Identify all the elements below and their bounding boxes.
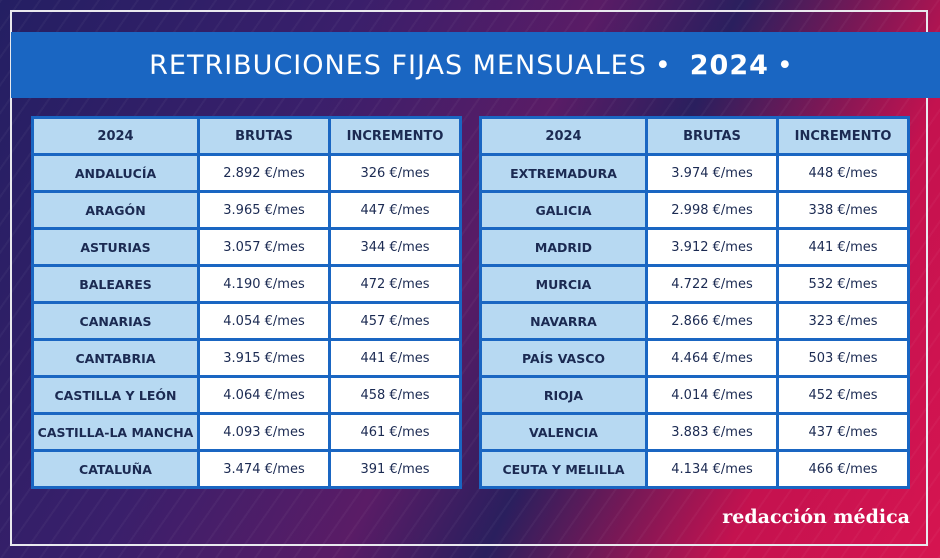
title-separator-right: •: [776, 49, 794, 81]
title-year: 2024: [689, 49, 769, 81]
incremento-cell: 391 €/mes: [331, 452, 459, 486]
brutas-cell: 3.474 €/mes: [200, 452, 328, 486]
brutas-cell: 4.093 €/mes: [200, 415, 328, 449]
brutas-cell: 4.054 €/mes: [200, 304, 328, 338]
brutas-cell: 4.134 €/mes: [648, 452, 776, 486]
incremento-cell: 338 €/mes: [779, 193, 907, 227]
region-cell: ASTURIAS: [34, 230, 197, 264]
title-banner: RETRIBUCIONES FIJAS MENSUALES • 2024 •: [11, 32, 940, 98]
brutas-cell: 2.866 €/mes: [648, 304, 776, 338]
region-cell: GALICIA: [482, 193, 645, 227]
brutas-cell: 2.892 €/mes: [200, 156, 328, 190]
column-header: BRUTAS: [200, 119, 328, 153]
region-cell: ANDALUCÍA: [34, 156, 197, 190]
incremento-cell: 441 €/mes: [331, 341, 459, 375]
region-cell: EXTREMADURA: [482, 156, 645, 190]
brutas-cell: 3.915 €/mes: [200, 341, 328, 375]
incremento-cell: 452 €/mes: [779, 378, 907, 412]
brutas-cell: 3.974 €/mes: [648, 156, 776, 190]
incremento-cell: 466 €/mes: [779, 452, 907, 486]
region-cell: ARAGÓN: [34, 193, 197, 227]
incremento-cell: 532 €/mes: [779, 267, 907, 301]
brutas-cell: 3.912 €/mes: [648, 230, 776, 264]
region-cell: CASTILLA Y LEÓN: [34, 378, 197, 412]
region-cell: PAÍS VASCO: [482, 341, 645, 375]
brutas-cell: 4.014 €/mes: [648, 378, 776, 412]
incremento-cell: 326 €/mes: [331, 156, 459, 190]
incremento-cell: 441 €/mes: [779, 230, 907, 264]
salary-table-left: 2024 BRUTAS INCREMENTO ANDALUCÍA 2.892 €/mes…: [31, 116, 462, 489]
incremento-cell: 323 €/mes: [779, 304, 907, 338]
brutas-cell: 4.190 €/mes: [200, 267, 328, 301]
title-separator-left: •: [654, 49, 672, 81]
region-cell: MURCIA: [482, 267, 645, 301]
column-header: 2024: [482, 119, 645, 153]
brutas-cell: 4.722 €/mes: [648, 267, 776, 301]
incremento-cell: 437 €/mes: [779, 415, 907, 449]
brutas-cell: 2.998 €/mes: [648, 193, 776, 227]
column-header: BRUTAS: [648, 119, 776, 153]
incremento-cell: 344 €/mes: [331, 230, 459, 264]
incremento-cell: 447 €/mes: [331, 193, 459, 227]
region-cell: CASTILLA-LA MANCHA: [34, 415, 197, 449]
title-text: RETRIBUCIONES FIJAS MENSUALES: [149, 49, 647, 81]
region-cell: CATALUÑA: [34, 452, 197, 486]
region-cell: MADRID: [482, 230, 645, 264]
incremento-cell: 457 €/mes: [331, 304, 459, 338]
brutas-cell: 4.464 €/mes: [648, 341, 776, 375]
brutas-cell: 4.064 €/mes: [200, 378, 328, 412]
incremento-cell: 472 €/mes: [331, 267, 459, 301]
region-cell: VALENCIA: [482, 415, 645, 449]
region-cell: RIOJA: [482, 378, 645, 412]
column-header: INCREMENTO: [779, 119, 907, 153]
region-cell: CEUTA Y MELILLA: [482, 452, 645, 486]
brutas-cell: 3.965 €/mes: [200, 193, 328, 227]
incremento-cell: 458 €/mes: [331, 378, 459, 412]
column-header: 2024: [34, 119, 197, 153]
region-cell: CANTABRIA: [34, 341, 197, 375]
brutas-cell: 3.883 €/mes: [648, 415, 776, 449]
incremento-cell: 461 €/mes: [331, 415, 459, 449]
region-cell: BALEARES: [34, 267, 197, 301]
region-cell: CANARIAS: [34, 304, 197, 338]
incremento-cell: 503 €/mes: [779, 341, 907, 375]
region-cell: NAVARRA: [482, 304, 645, 338]
brutas-cell: 3.057 €/mes: [200, 230, 328, 264]
brand-logo: redacción médica: [722, 506, 910, 528]
column-header: INCREMENTO: [331, 119, 459, 153]
salary-table-right: 2024 BRUTAS INCREMENTO EXTREMADURA 3.974 €/m…: [479, 116, 910, 489]
incremento-cell: 448 €/mes: [779, 156, 907, 190]
